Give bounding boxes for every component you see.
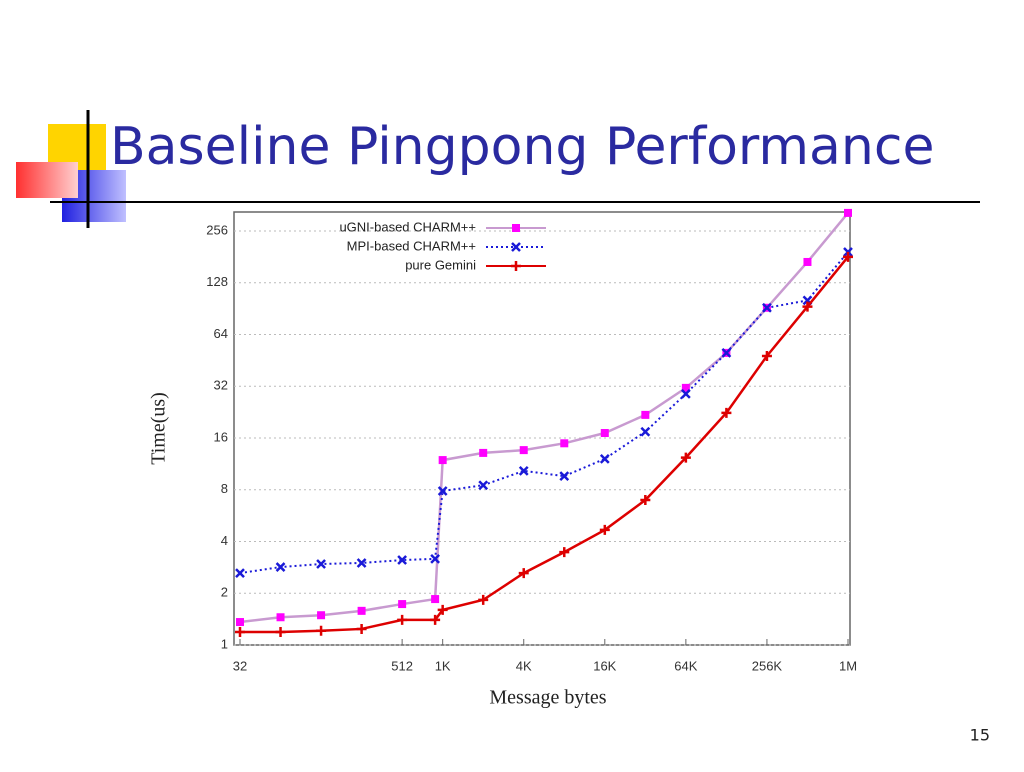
data-point: [437, 604, 448, 615]
data-point: [431, 595, 440, 604]
chart: 1 2 4 8 16 32 64 128 256 32 512 1K 4K 16K 64K 256K 1M Mes…: [148, 208, 857, 709]
data-point: [317, 611, 326, 620]
legend-label: uGNI-based CHARM++: [339, 219, 476, 234]
data-point: [356, 623, 367, 634]
data-point: [519, 446, 528, 455]
data-point: [802, 301, 813, 312]
y-tick-label: 1: [221, 636, 228, 651]
data-point: [437, 486, 448, 496]
legend-label: pure Gemini: [405, 257, 476, 272]
data-point: [844, 208, 852, 217]
legend-label: MPI-based CHARM++: [347, 238, 476, 253]
data-point: [762, 302, 772, 313]
x-tick-label: 1K: [435, 658, 451, 673]
data-point: [397, 555, 408, 565]
data-point: [721, 407, 732, 418]
data-point: [235, 627, 245, 638]
data-point: [316, 559, 326, 569]
series-line: [239, 251, 849, 575]
data-point: [599, 453, 610, 464]
y-tick-label: 128: [206, 274, 228, 289]
x-tick-label: 4K: [516, 658, 532, 673]
y-tick-label: 16: [214, 429, 228, 444]
data-point: [560, 439, 569, 448]
y-tick-label: 2: [221, 585, 228, 600]
plot-area: [233, 211, 851, 646]
data-point: [478, 594, 489, 605]
y-tick-label: 8: [221, 481, 228, 496]
data-point: [640, 495, 651, 506]
x-tick-label: 16K: [593, 658, 616, 673]
data-point: [599, 524, 610, 535]
x-tick-label: 32: [233, 658, 247, 673]
data-point: [235, 568, 245, 578]
data-point: [559, 471, 570, 482]
x-tick-label: 512: [391, 658, 413, 673]
legend-marker: [511, 242, 521, 252]
data-point: [721, 348, 732, 358]
x-tick-label: 1M: [839, 658, 857, 673]
data-point: [641, 410, 650, 419]
data-point: [356, 558, 367, 568]
data-point: [681, 383, 690, 392]
y-tick-label: 256: [206, 222, 228, 237]
x-axis-label: Message bytes: [489, 687, 606, 709]
data-point: [803, 257, 812, 266]
x-tick-label: 64K: [674, 658, 697, 673]
data-point: [397, 614, 408, 625]
page-number: 15: [970, 726, 990, 745]
data-point: [680, 452, 691, 463]
deco-red: [16, 162, 78, 198]
data-point: [275, 627, 286, 638]
data-point: [357, 606, 366, 615]
data-point: [518, 465, 529, 476]
data-point: [479, 448, 488, 457]
data-point: [640, 426, 651, 437]
data-point: [276, 613, 285, 622]
legend-marker: [512, 224, 520, 232]
data-point: [236, 618, 244, 627]
data-point: [761, 350, 772, 361]
data-point: [275, 562, 286, 572]
slide-title: Baseline Pingpong Performance: [110, 117, 934, 177]
data-point: [430, 614, 441, 625]
data-point: [518, 568, 529, 579]
data-point: [600, 429, 609, 438]
data-point: [559, 547, 570, 558]
data-point: [680, 388, 691, 399]
data-point: [843, 251, 853, 262]
data-point: [430, 553, 441, 564]
data-point: [478, 480, 489, 491]
data-point: [398, 600, 407, 609]
y-axis-label: Time(us): [148, 392, 170, 465]
x-tick-label: 256K: [752, 658, 783, 673]
data-point: [438, 456, 447, 465]
y-tick-label: 4: [221, 533, 228, 548]
y-tick-label: 32: [214, 378, 228, 393]
y-tick-label: 64: [214, 326, 228, 341]
data-point: [316, 625, 327, 636]
legend-marker: [511, 261, 521, 271]
